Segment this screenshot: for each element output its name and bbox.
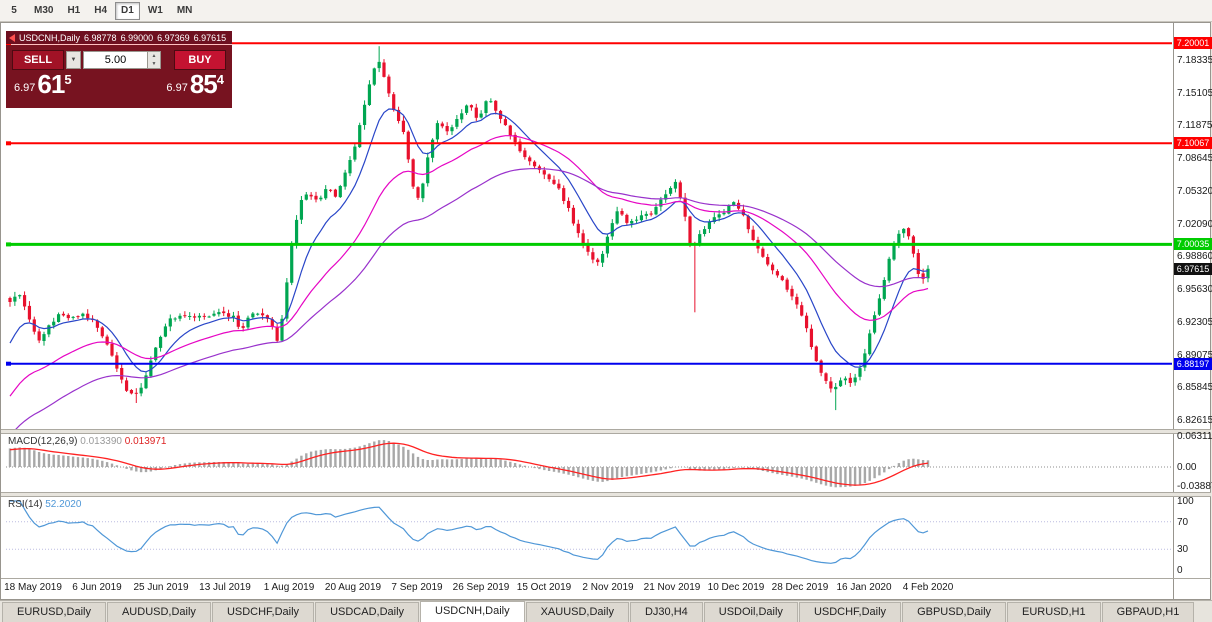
timeframe-button-w1[interactable]: W1 — [142, 2, 169, 20]
time-axis-label: 10 Dec 2019 — [707, 582, 765, 593]
chart-window — [0, 22, 1211, 600]
chart-tab-eurusd-h1[interactable]: EURUSD,H1 — [1007, 602, 1101, 622]
symbol-marker-icon — [9, 33, 15, 42]
chart-tab-eurusd-daily[interactable]: EURUSD,Daily — [2, 602, 106, 622]
chart-tab-xauusd-daily[interactable]: XAUUSD,Daily — [525, 602, 629, 622]
price-axis[interactable] — [1174, 22, 1212, 578]
time-axis-label: 1 Aug 2019 — [263, 582, 315, 593]
time-axis-label: 4 Feb 2020 — [902, 582, 954, 593]
buy-price-sup: 4 — [216, 72, 224, 87]
sell-price-sup: 5 — [64, 72, 72, 87]
trade-panel-controls: SELL ▼ ▲ ▼ BUY — [12, 49, 226, 70]
time-axis-label: 21 Nov 2019 — [643, 582, 701, 593]
chart-tabs-bar: EURUSD,Daily AUDUSD,Daily USDCHF,Daily USDC… — [0, 600, 1212, 622]
chart-tab-gbpaud-h1[interactable]: GBPAUD,H1 — [1101, 602, 1195, 622]
time-axis-label: 15 Oct 2019 — [516, 582, 572, 593]
price-line-badge: 7.20001 — [1174, 37, 1212, 49]
time-axis-label: 2 Nov 2019 — [582, 582, 634, 593]
rsi-name: RSI(14) — [8, 499, 43, 510]
timeframe-button-m30[interactable]: M30 — [28, 2, 59, 20]
price-axis-label: 7.15105 — [1177, 88, 1212, 99]
chart-tab-usdoil-daily[interactable]: USDOil,Daily — [703, 602, 798, 622]
chart-tab-dj30-h4[interactable]: DJ30,H4 — [629, 602, 703, 622]
volume-decrease-button[interactable]: ▼ — [148, 59, 160, 68]
ohlc-high: 6.99000 — [120, 32, 154, 43]
price-axis-label: 7.05320 — [1177, 186, 1212, 197]
ohlc-low: 6.97369 — [157, 32, 190, 43]
price-axis-label: 6.85845 — [1177, 382, 1212, 393]
trade-panel-prices: 6.97 61 5 6.97 85 4 — [12, 71, 226, 97]
chart-tab-usdcnh-daily[interactable]: USDCNH,Daily — [420, 601, 525, 622]
price-axis-label: 6.82615 — [1177, 415, 1212, 426]
timeframe-button-d1[interactable]: D1 — [115, 1, 140, 20]
ohlc-open: 6.98778 — [84, 32, 117, 43]
buy-price-prefix: 6.97 — [166, 82, 188, 94]
timeframe-button-h4[interactable]: H4 — [88, 2, 113, 20]
timeframe-button-h1[interactable]: H1 — [61, 2, 86, 20]
price-axis-label: 7.02090 — [1177, 219, 1212, 230]
price-line-badge: 6.88197 — [1174, 358, 1212, 370]
timeframe-toolbar: 5 M30 H1 H4 D1 W1 MN — [0, 0, 1212, 22]
price-axis-label: 6.92305 — [1177, 317, 1212, 328]
time-axis-label: 28 Dec 2019 — [771, 582, 829, 593]
volume-input[interactable] — [84, 51, 147, 68]
macd-axis-label: -0.038872 — [1177, 481, 1212, 492]
price-chart-canvas[interactable] — [0, 0, 1212, 600]
rsi-axis-label: 70 — [1177, 517, 1189, 528]
timeframe-button-mn[interactable]: MN — [171, 2, 199, 20]
price-axis-label: 7.11875 — [1177, 120, 1212, 131]
volume-dropdown-button[interactable]: ▼ — [66, 50, 81, 69]
buy-price-big: 85 — [189, 69, 218, 99]
chevron-down-icon: ▼ — [70, 56, 77, 63]
volume-increase-button[interactable]: ▲ — [148, 51, 160, 60]
chart-tab-audusd-daily[interactable]: AUDUSD,Daily — [106, 602, 211, 622]
chart-symbol-label: USDCNH,Daily — [19, 32, 81, 43]
rsi-axis-label: 100 — [1177, 496, 1194, 507]
chart-tab-usdchf-daily[interactable]: USDCHF,Daily — [798, 602, 902, 622]
price-line-badge: 7.10067 — [1174, 137, 1212, 149]
ohlc-close: 6.97615 — [193, 32, 227, 43]
rsi-indicator-label: RSI(14) 52.2020 — [8, 499, 81, 510]
time-axis-label: 18 May 2019 — [4, 582, 62, 593]
time-axis-label: 16 Jan 2020 — [836, 582, 892, 593]
sell-price-big: 61 — [37, 69, 65, 99]
price-axis-label: 7.18335 — [1177, 55, 1212, 66]
macd-axis-label: 0.063113 — [1177, 431, 1212, 442]
time-axis-label: 26 Sep 2019 — [452, 582, 510, 593]
price-line-badge: 7.00035 — [1174, 238, 1212, 250]
sell-price-prefix: 6.97 — [14, 82, 36, 94]
time-axis-label: 20 Aug 2019 — [324, 582, 382, 593]
rsi-axis-label: 0 — [1177, 565, 1183, 576]
macd-main-value: 0.013390 — [80, 436, 122, 447]
chart-tab-usdchf-daily[interactable]: USDCHF,Daily — [211, 602, 315, 622]
volume-spinner: ▲ ▼ — [147, 51, 160, 68]
rsi-value: 52.2020 — [45, 499, 82, 510]
buy-price[interactable]: 6.97 85 4 — [166, 71, 224, 97]
volume-field: ▲ ▼ — [83, 50, 161, 69]
chart-tab-gbpusd-daily[interactable]: GBPUSD,Daily — [902, 602, 1007, 622]
macd-axis-label: 0.00 — [1177, 462, 1197, 473]
rsi-axis-label: 30 — [1177, 544, 1189, 555]
price-axis-label: 6.95630 — [1177, 284, 1212, 295]
chart-ohlc-header: USDCNH,Daily 6.98778 6.99000 6.97369 6.9… — [6, 31, 232, 44]
macd-signal-value: 0.013971 — [124, 436, 167, 447]
sell-price[interactable]: 6.97 61 5 — [14, 71, 72, 97]
price-axis-label: 7.08645 — [1177, 153, 1212, 164]
chart-tab-usdcad-daily[interactable]: USDCAD,Daily — [315, 602, 420, 622]
time-axis-label: 7 Sep 2019 — [391, 582, 443, 593]
price-axis-label: 6.98860 — [1177, 251, 1212, 262]
sell-button[interactable]: SELL — [12, 49, 64, 70]
time-axis-label: 25 Jun 2019 — [133, 582, 189, 593]
price-axis-label: 6.89075 — [1177, 350, 1212, 361]
macd-name: MACD(12,26,9) — [8, 436, 78, 447]
time-axis-label: 6 Jun 2019 — [72, 582, 122, 593]
timeframe-button-5[interactable]: 5 — [2, 2, 26, 20]
current-price-badge: 6.97615 — [1174, 263, 1212, 275]
macd-indicator-label: MACD(12,26,9) 0.013390 0.013971 — [8, 436, 166, 447]
time-axis-label: 13 Jul 2019 — [199, 582, 251, 593]
buy-button[interactable]: BUY — [174, 49, 226, 70]
